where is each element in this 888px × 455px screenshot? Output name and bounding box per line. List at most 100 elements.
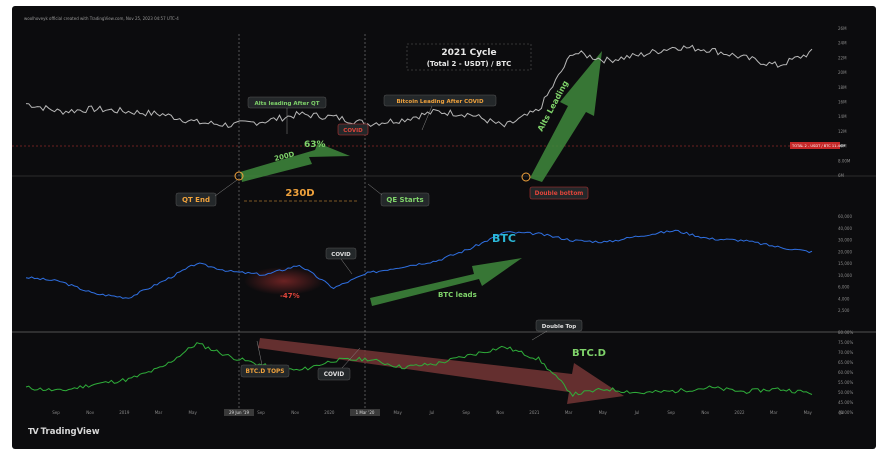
date-flag-1-bg: [224, 409, 254, 416]
y-axis-bottom: 80.00% 75.00% 70.00% 65.00% 60.00% 55.00% 50.0…: [838, 330, 853, 415]
double-top-connector: [531, 330, 548, 341]
series-top-line: [25, 44, 813, 128]
y-tick-label: 26M: [838, 26, 847, 31]
y-tick-label: 30,000: [838, 238, 852, 243]
x-tick-label: Nov: [291, 410, 299, 415]
x-tick-label: Sep: [667, 410, 675, 415]
arrow-alts-leading: [530, 51, 602, 182]
x-tick-label: Nov: [86, 410, 94, 415]
btcd-series-label: BTC.D: [572, 348, 606, 359]
double-bottom-label: Double bottom: [535, 191, 584, 197]
x-tick-label: Mar: [155, 410, 163, 415]
cycle-title-box: [406, 43, 532, 71]
alts-after-qt-label: Alts leading After QT: [255, 101, 320, 107]
btc-after-covid-box: [383, 94, 497, 107]
cycle-title: 2021 Cycle: [441, 48, 496, 58]
btcd-tops-label: BTC.D TOPS: [246, 369, 285, 375]
price-flag-text: TOTAL 2 - USDT / BTC 11.46M: [791, 144, 845, 148]
y-tick-label: 20,000: [838, 249, 852, 254]
pct-63-label: 63%: [304, 140, 326, 150]
y-axis-top: 26M 24M 22M 20M 18M 16M 14M 12M 10M 8.00M 6M: [838, 26, 851, 178]
date-flag-2: 1 Mar '20: [356, 410, 375, 415]
x-tick-label: May: [804, 410, 813, 415]
chart-canvas[interactable]: 26M 24M 22M 20M 18M 16M 14M 12M 10M 8.00M 6M 60,00…: [12, 6, 876, 449]
y-tick-label: 55.00%: [838, 380, 853, 385]
covid-bottom-box: [317, 367, 351, 381]
chart-header-info: woolhoveyk official created with Trading…: [24, 16, 179, 21]
x-tick-label: May: [599, 410, 608, 415]
y-tick-label: 15,000: [838, 261, 852, 266]
y-tick-label: 2,500: [838, 308, 850, 313]
x-tick-label: Sep: [52, 410, 60, 415]
btc-leads-label: BTC leads: [438, 291, 477, 299]
y-tick-label: 80.00%: [838, 330, 853, 335]
double-top-box: [535, 319, 583, 332]
y-tick-label: 40,000: [838, 226, 852, 231]
tradingview-logo: TV TradingView: [28, 427, 100, 437]
y-tick-label: 16M: [838, 100, 847, 105]
double-bottom-marker: [521, 172, 531, 182]
tradingview-logo-icon: TV: [28, 427, 39, 436]
y-tick-label: 40.00%: [838, 410, 853, 415]
date-flag-1: 29 Jun '19: [229, 410, 250, 415]
btc-after-covid-label: Bitcoin Leading After COVID: [396, 99, 484, 105]
red-glow: [244, 267, 324, 295]
covid-top-label: COVID: [343, 128, 363, 134]
x-tick-label: Jul: [428, 410, 434, 415]
covid-mid-label: COVID: [331, 252, 351, 258]
y-tick-label: 10,000: [838, 273, 852, 278]
pct-47-label: -47%: [280, 292, 300, 300]
qt-end-marker: [234, 171, 244, 181]
series-btc-line: [25, 229, 813, 299]
y-tick-label: 12M: [838, 129, 847, 134]
tradingview-brand-name: TradingView: [40, 427, 100, 437]
y-tick-label: 18M: [838, 85, 847, 90]
cycle-subtitle: (Total 2 - USDT) / BTC: [427, 60, 512, 68]
btc-after-covid-connector: [421, 105, 433, 131]
x-tick-label: 2019: [119, 410, 130, 415]
y-tick-label: 6,000: [838, 285, 850, 290]
x-tick-label: 2022: [734, 410, 745, 415]
arrow-btcd-drop: [258, 338, 624, 404]
x-tick-label: 2021: [529, 410, 540, 415]
x-axis: Sep Nov 2019 Mar May Jul Sep Nov 2020 Mar May Jul Se…: [52, 410, 844, 415]
btcd-tops-connector: [256, 340, 263, 366]
arrow-btc-leads: [370, 258, 522, 306]
qt-end-connector: [214, 179, 238, 197]
series-btcd-line: [25, 342, 813, 398]
y-axis-middle: 60,000 40,000 30,000 20,000 15,000 10,000 6,00…: [838, 214, 852, 313]
covid-bottom-label: COVID: [324, 372, 345, 378]
qt-end-label: QT End: [182, 196, 210, 204]
x-tick-label: May: [189, 410, 198, 415]
price-flag: [790, 142, 840, 149]
y-tick-label: 4,000: [838, 296, 850, 301]
x-tick-label: Mar: [770, 410, 778, 415]
qe-starts-label: QE Starts: [386, 196, 423, 204]
y-tick-label: 60.00%: [838, 370, 853, 375]
qe-starts-connector: [367, 183, 383, 196]
y-tick-label: 75.00%: [838, 340, 853, 345]
covid-bottom-connector: [341, 347, 361, 369]
qe-starts-box: [380, 192, 430, 207]
y-tick-label: 24M: [838, 41, 847, 46]
y-tick-label: 70.00%: [838, 350, 853, 355]
x-tick-label: Nov: [496, 410, 504, 415]
arrow-alts-after-qt: [240, 143, 350, 182]
covid-top-box: [337, 123, 369, 136]
y-tick-label: 14M: [838, 114, 847, 119]
covid-mid-connector: [340, 258, 353, 275]
x-tick-label: Sep: [257, 410, 265, 415]
x-tick-label: Mar: [565, 410, 573, 415]
x-tick-label: Sep: [462, 410, 470, 415]
y-tick-label: 10M: [838, 144, 847, 149]
btcd-tops-box: [240, 364, 290, 378]
double-bottom-box: [529, 186, 589, 200]
y-tick-label: 65.00%: [838, 360, 853, 365]
d230-label: 230D: [285, 188, 314, 199]
y-tick-label: 22M: [838, 55, 847, 60]
double-top-label: Double Top: [542, 324, 577, 330]
qt-end-box: [175, 192, 217, 207]
y-tick-label: 8.00M: [838, 158, 851, 163]
y-tick-label: 50.00%: [838, 390, 853, 395]
x-tick-label: Jul: [839, 410, 845, 415]
